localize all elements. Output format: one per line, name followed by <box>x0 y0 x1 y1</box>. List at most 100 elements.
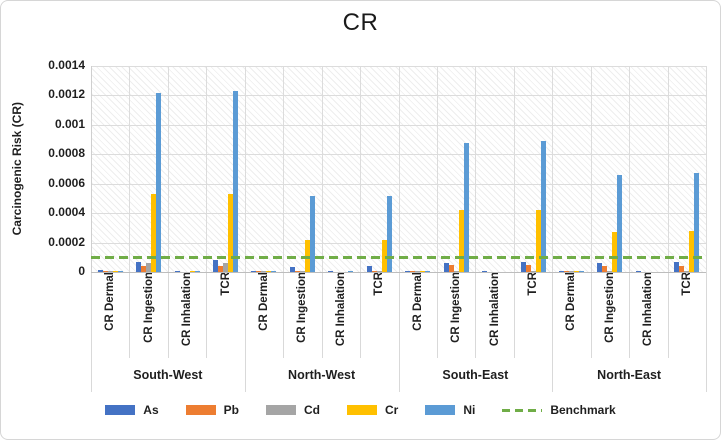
y-tick-label: 0.0014 <box>48 58 85 72</box>
bar-cd <box>607 271 613 272</box>
y-tick-label: 0.0004 <box>48 205 85 220</box>
bar-pb <box>294 270 300 272</box>
bar-as <box>482 271 488 272</box>
category-separator <box>167 272 169 358</box>
bar-ni <box>463 142 469 272</box>
v-gridline <box>552 66 554 272</box>
bar-cd <box>530 270 536 272</box>
x-category-label-text: CR Inhalation <box>181 272 194 347</box>
x-category-label-text: CR Ingestion <box>296 272 309 343</box>
bar-cd <box>415 271 421 272</box>
x-group-label: South-West <box>133 368 203 382</box>
bar-as <box>97 270 103 272</box>
v-gridline <box>436 66 438 272</box>
x-category-label: CR Inhalation <box>168 272 206 358</box>
x-category-label: CR Ingestion <box>129 272 167 358</box>
v-gridline <box>321 66 323 272</box>
v-gridline <box>475 66 477 272</box>
y-tick-label: 0.0006 <box>48 175 85 190</box>
bar-ni <box>271 271 277 272</box>
plot-area <box>91 66 707 273</box>
bar-cr <box>535 210 541 272</box>
x-category-label-text: CR Dermal <box>565 272 578 331</box>
category-separator <box>629 272 631 358</box>
bar-ni <box>348 271 354 272</box>
bar-cr <box>381 239 387 272</box>
bar-ni <box>617 174 623 272</box>
bar-cd <box>684 271 690 272</box>
bar-cd <box>453 270 459 272</box>
bar-ni <box>386 195 392 272</box>
bar-as <box>251 270 257 272</box>
legend-label: Pb <box>223 403 239 417</box>
x-category-label: CR Inhalation <box>475 272 513 358</box>
bar-ni <box>578 271 584 272</box>
category-separator <box>244 272 246 358</box>
x-category-label: CR Dermal <box>399 272 437 358</box>
x-category-label-text: TCR <box>219 272 232 296</box>
bar-cr <box>612 232 618 272</box>
bar-cr <box>151 194 157 272</box>
bar-ni <box>233 91 239 272</box>
group-separator <box>706 358 707 392</box>
category-separator <box>513 272 515 358</box>
bar-cd <box>376 271 382 272</box>
legend-label: As <box>143 403 159 417</box>
bar-ni <box>194 271 200 272</box>
bar-as <box>366 266 372 272</box>
x-category-label: TCR <box>514 272 552 358</box>
x-category-label: TCR <box>360 272 398 358</box>
x-category-label-text: CR Dermal <box>257 272 270 331</box>
bar-pb <box>602 266 608 272</box>
v-gridline <box>129 66 131 272</box>
category-separator <box>398 272 400 358</box>
y-axis-line <box>91 66 92 272</box>
x-category-label: CR Inhalation <box>629 272 667 358</box>
bar-cd <box>107 271 113 272</box>
legend-item-benchmark: Benchmark <box>502 403 616 417</box>
x-category-label-text: CR Inhalation <box>334 272 347 347</box>
bar-ni <box>309 195 315 272</box>
legend-item-pb: Pb <box>185 403 239 417</box>
v-gridline <box>244 66 246 272</box>
category-separator <box>667 272 669 358</box>
bar-as <box>174 271 180 272</box>
x-category-label: TCR <box>206 272 244 358</box>
v-gridline <box>360 66 362 272</box>
x-category-label: CR Ingestion <box>283 272 321 358</box>
legend-item-as: As <box>105 403 159 417</box>
v-gridline <box>167 66 169 272</box>
x-category-label-text: CR Dermal <box>104 272 117 331</box>
group-separator <box>398 358 400 392</box>
x-category-label-text: CR Ingestion <box>450 272 463 343</box>
y-tick-label: 0 <box>78 264 85 278</box>
bar-pb <box>371 270 377 272</box>
bar-cr <box>689 230 695 272</box>
bar-cr <box>304 239 310 272</box>
bar-as <box>213 260 219 272</box>
bar-ni <box>540 141 546 272</box>
bar-as <box>443 263 449 272</box>
legend-item-ni: Ni <box>425 403 475 417</box>
x-category-label-text: CR Ingestion <box>603 272 616 343</box>
v-gridline <box>398 66 400 272</box>
legend-swatch-cr <box>346 405 377 415</box>
category-separator <box>321 272 323 358</box>
x-category-label: CR Ingestion <box>437 272 475 358</box>
y-tick-label: 0.001 <box>54 116 85 131</box>
x-group-label: South-East <box>442 368 509 382</box>
bar-cr <box>228 194 234 272</box>
category-separator <box>129 272 131 358</box>
bar-ni <box>156 92 162 272</box>
category-separator <box>283 272 285 358</box>
legend-swatch-pb <box>185 405 216 415</box>
bar-cr <box>189 271 195 272</box>
x-group-label: North-East <box>597 368 662 382</box>
category-separator <box>436 272 438 358</box>
bar-as <box>520 261 526 272</box>
x-category-label-text: CR Inhalation <box>488 272 501 347</box>
x-category-label-text: TCR <box>527 272 540 296</box>
bar-pb <box>102 271 108 272</box>
x-category-label: CR Dermal <box>552 272 590 358</box>
bar-pb <box>679 266 685 272</box>
